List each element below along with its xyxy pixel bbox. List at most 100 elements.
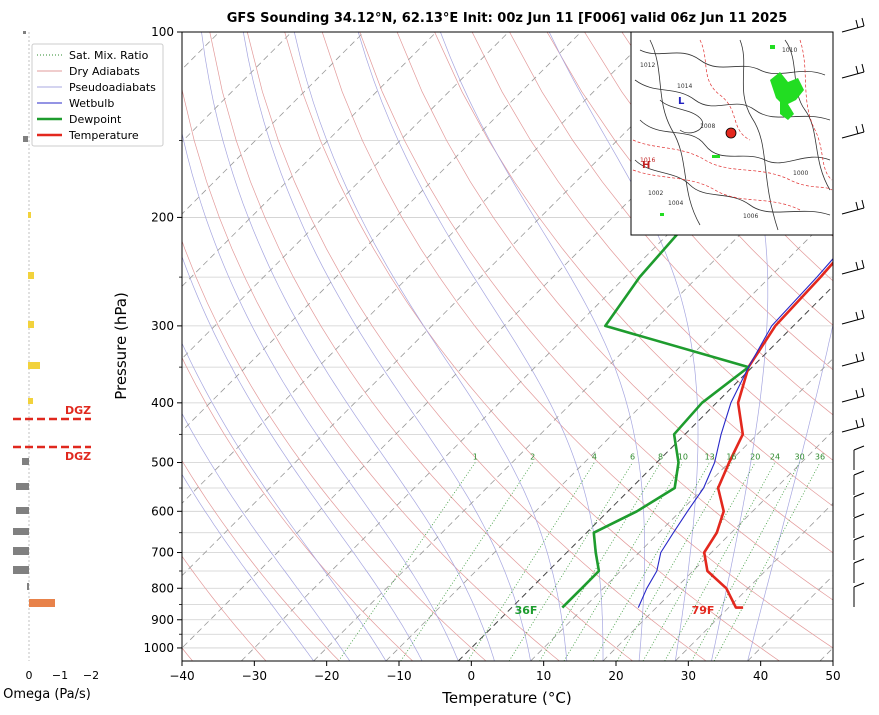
mixing-ratio-labels: 1 2 4 6 8 10 13 16 20 24 30 36 (473, 453, 825, 462)
wind-barb (853, 470, 865, 495)
y-tick-label: 400 (151, 396, 174, 410)
wind-barb-feather (855, 65, 859, 75)
y-ticks: 100 200 300 400 500 600 700 800 900 1000 (143, 25, 182, 655)
legend-pseudoadiabats: Pseudoadiabats (69, 81, 156, 94)
mixing-ratio-label: 8 (658, 453, 663, 462)
map-contour-label: 1010 (782, 47, 797, 54)
map-contour-label: 1006 (743, 213, 758, 220)
legend-mixing-ratio: Sat. Mix. Ratio (69, 49, 149, 62)
y-tick-label: 200 (151, 210, 174, 224)
wind-barb-feather (855, 311, 859, 321)
x-tick-label: 20 (608, 669, 623, 683)
x-tick-label: −40 (169, 669, 194, 683)
wind-barb (841, 387, 865, 403)
x-tick-label: 0 (468, 669, 476, 683)
x-tick-label: 10 (536, 669, 551, 683)
x-tick-label: 50 (825, 669, 840, 683)
wind-barb-feather (861, 199, 865, 209)
omega-bar (28, 212, 31, 218)
dry-adiabat (584, 32, 833, 326)
y-tick-label: 600 (151, 504, 174, 518)
wind-barb (853, 513, 865, 538)
omega-bar (28, 362, 40, 369)
y-tick-label: 500 (151, 456, 174, 470)
map-terrain-contours (634, 39, 831, 231)
dry-adiabat (509, 32, 833, 416)
dry-adiabat (471, 32, 833, 461)
mixing-ratio-line (338, 462, 476, 661)
mixing-ratio-label: 4 (592, 453, 597, 462)
wind-barb-feather (861, 123, 865, 133)
wind-barb-feather (861, 309, 865, 319)
dry-adiabat (546, 32, 833, 371)
wind-barb-feather (855, 419, 859, 429)
temperature-line (702, 260, 833, 609)
wind-barb-feather (853, 513, 865, 519)
pseudoadiabats (182, 32, 833, 661)
mixing-ratio-label: 2 (530, 453, 535, 462)
dry-adiabat (182, 239, 487, 661)
wind-barb (841, 63, 865, 79)
surface-dewpoint-label: 36F (515, 604, 538, 617)
wind-barb-staff (841, 25, 865, 33)
wind-barb-feather (853, 492, 865, 498)
dry-adiabats (182, 32, 833, 661)
wind-barb-feather (855, 389, 859, 399)
map-label-low: L (678, 96, 685, 107)
wind-barb-staff (841, 267, 865, 275)
wind-barb-staff (841, 131, 865, 139)
mixing-ratio-line (508, 462, 633, 661)
wind-barb-feather (855, 125, 859, 135)
dgz-label-bottom: DGZ (65, 450, 91, 463)
wind-barb-feather (855, 201, 859, 211)
map-precip (660, 45, 804, 216)
isotherm (182, 32, 582, 432)
pseudoadiabat (182, 131, 459, 661)
pseudoadiabat (182, 412, 351, 661)
wind-barb (841, 199, 865, 215)
map-thickness-contours (632, 39, 833, 211)
mixing-ratio-label: 16 (726, 453, 736, 462)
y-tick-label: 100 (151, 25, 174, 39)
wind-barb (841, 309, 865, 325)
mixing-ratio-label: 24 (770, 453, 780, 462)
isotherm (182, 32, 437, 287)
wind-barb-staff (841, 317, 865, 325)
omega-bar (28, 321, 34, 328)
y-tick-label: 1000 (143, 641, 174, 655)
wind-barb (853, 582, 865, 607)
dry-adiabat (182, 555, 267, 661)
y-tick-label: 300 (151, 319, 174, 333)
map-contour-label: 1012 (640, 62, 655, 69)
wind-barb (841, 123, 865, 139)
omega-bar (27, 583, 29, 590)
map-contour-label: 1002 (648, 190, 663, 197)
wind-barb-feather (855, 353, 859, 363)
legend-box (31, 43, 164, 147)
dry-adiabat (182, 356, 413, 661)
wind-barb-feather (853, 445, 865, 451)
omega-bar (28, 398, 33, 404)
mixing-ratio-label: 36 (815, 453, 825, 462)
wind-barb-feather (861, 63, 865, 73)
mixing-ratio-label: 20 (750, 453, 760, 462)
wind-barb-feather (853, 558, 865, 564)
omega-tick-0: 0 (26, 669, 33, 682)
legend: Sat. Mix. Ratio Dry Adiabats Pseudoadiab… (31, 43, 164, 147)
dry-adiabat (434, 32, 833, 507)
wind-barb (853, 492, 865, 517)
isotherm (385, 213, 833, 661)
x-axis-label: Temperature (°C) (441, 689, 571, 707)
dry-adiabat (209, 32, 633, 661)
mixing-ratio-label: 30 (794, 453, 804, 462)
wind-barb-feather (861, 417, 865, 427)
wind-barb-feather (853, 535, 865, 541)
mixing-ratio-label: 1 (473, 453, 478, 462)
omega-bar (28, 272, 34, 279)
map-contour-label: 1000 (793, 170, 808, 177)
mixing-ratio-line (616, 462, 732, 661)
mixing-ratio-label: 10 (678, 453, 688, 462)
omega-bar (23, 136, 28, 142)
isotherm (182, 32, 509, 360)
chart-title: GFS Sounding 34.12°N, 62.13°E Init: 00z … (227, 11, 788, 26)
